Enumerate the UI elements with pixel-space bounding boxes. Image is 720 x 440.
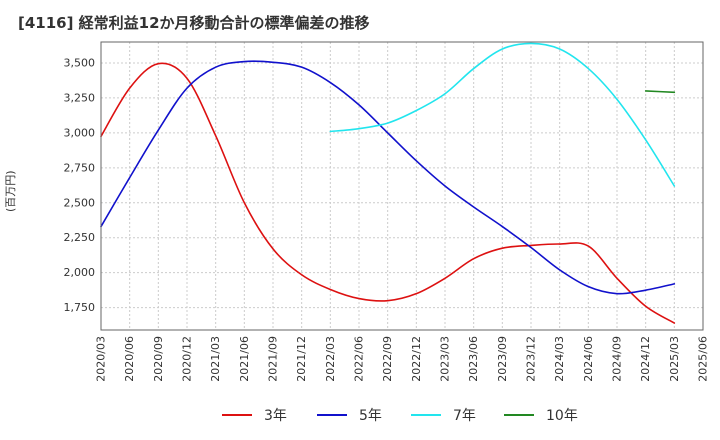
plot-frame: [100, 41, 704, 331]
legend-swatch-3y: [222, 414, 252, 416]
x-tick-label: 2021/09: [267, 336, 280, 382]
y-tick-label: 3,250: [64, 91, 96, 104]
legend-swatch-7y: [411, 414, 441, 416]
x-tick-label: 2024/06: [582, 336, 595, 382]
line-chart: 2020/03 2020/06 2020/09 2020/12 2021/03 2021/…: [64, 41, 710, 382]
legend-item-7y: 7年: [411, 403, 476, 427]
x-tick-label: 2024/12: [639, 336, 652, 382]
x-tick-label: 2024/09: [611, 336, 624, 382]
x-tick-label: 2022/03: [324, 336, 337, 382]
legend-item-10y: 10年: [504, 403, 578, 427]
y-tick-label: 3,000: [64, 126, 96, 139]
x-tick-label: 2022/09: [381, 336, 394, 382]
x-tick-label: 2022/06: [353, 336, 366, 382]
y-tick-label: 2,500: [64, 196, 96, 209]
legend-label-7y: 7年: [453, 408, 476, 424]
legend-item-3y: 3年: [222, 403, 287, 427]
x-tick-label: 2020/03: [95, 336, 108, 382]
legend-label-3y: 3年: [264, 408, 287, 424]
series-layer: [100, 42, 676, 324]
y-tick-label: 2,250: [64, 231, 96, 244]
series-line-1: [100, 60, 676, 295]
series-line-0: [100, 62, 676, 324]
x-tick-label: 2025/03: [668, 336, 681, 382]
legend-swatch-10y: [504, 414, 534, 416]
y-tick-label: 2,000: [64, 266, 96, 279]
x-tick-label: 2023/12: [525, 336, 538, 382]
legend-swatch-5y: [317, 414, 347, 416]
series-line-2: [329, 42, 676, 187]
x-tick-label: 2020/12: [181, 336, 194, 382]
x-tick-label: 2023/09: [496, 336, 509, 382]
legend-label-5y: 5年: [359, 408, 382, 424]
x-tick-label: 2020/09: [152, 336, 165, 382]
x-tick-label: 2025/06: [697, 336, 710, 382]
x-tick-label: 2023/03: [439, 336, 452, 382]
x-tick-label: 2023/06: [467, 336, 480, 382]
x-tick-label: 2020/06: [123, 336, 136, 382]
legend-item-5y: 5年: [317, 403, 382, 427]
x-tick-label: 2022/12: [410, 336, 423, 382]
axis-layer: 2020/03 2020/06 2020/09 2020/12 2021/03 2021/…: [64, 41, 710, 382]
x-tick-label: 2024/03: [553, 336, 566, 382]
legend-label-10y: 10年: [546, 408, 578, 424]
y-tick-label: 2,750: [64, 161, 96, 174]
y-tick-label: 3,500: [64, 56, 96, 69]
x-tick-label: 2021/03: [209, 336, 222, 382]
x-tick-label: 2021/06: [238, 336, 251, 382]
series-line-3: [644, 90, 676, 94]
chart-title: [4116] 経常利益12か月移動合計の標準偏差の推移: [18, 14, 370, 32]
legend: 3年 5年 7年 10年: [0, 403, 720, 427]
y-tick-label: 1,750: [64, 301, 96, 314]
x-tick-label: 2021/12: [295, 336, 308, 382]
